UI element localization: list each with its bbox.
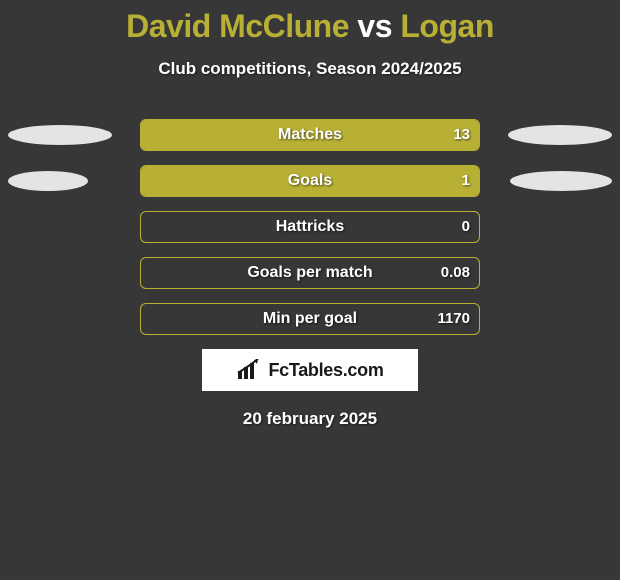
stats-rows: Matches13 Goals1 Hattricks0 Goals per match… bbox=[0, 119, 620, 335]
vs-text: vs bbox=[357, 8, 392, 44]
brand-box: FcTables.com bbox=[202, 349, 418, 391]
stat-bar-track bbox=[140, 165, 480, 197]
brand-chart-icon bbox=[236, 359, 262, 381]
date-text: 20 february 2025 bbox=[0, 409, 620, 429]
player1-ellipse bbox=[8, 125, 112, 145]
player1-name: David McClune bbox=[126, 8, 349, 44]
stat-row: Min per goal1170 bbox=[0, 303, 620, 335]
stat-row: Matches13 bbox=[0, 119, 620, 151]
stat-bar-track bbox=[140, 211, 480, 243]
brand-text: FcTables.com bbox=[268, 360, 383, 381]
player2-name: Logan bbox=[400, 8, 493, 44]
stat-bar-track bbox=[140, 119, 480, 151]
player2-ellipse bbox=[508, 125, 612, 145]
stat-bar-fill bbox=[141, 120, 479, 150]
subtitle: Club competitions, Season 2024/2025 bbox=[0, 59, 620, 79]
player2-ellipse bbox=[510, 171, 612, 191]
stat-row: Hattricks0 bbox=[0, 211, 620, 243]
stat-bar-track bbox=[140, 303, 480, 335]
stat-row: Goals per match0.08 bbox=[0, 257, 620, 289]
stat-bar-fill bbox=[141, 166, 479, 196]
player1-ellipse bbox=[8, 171, 88, 191]
stat-row: Goals1 bbox=[0, 165, 620, 197]
comparison-title: David McClune vs Logan bbox=[0, 0, 620, 45]
stat-bar-track bbox=[140, 257, 480, 289]
